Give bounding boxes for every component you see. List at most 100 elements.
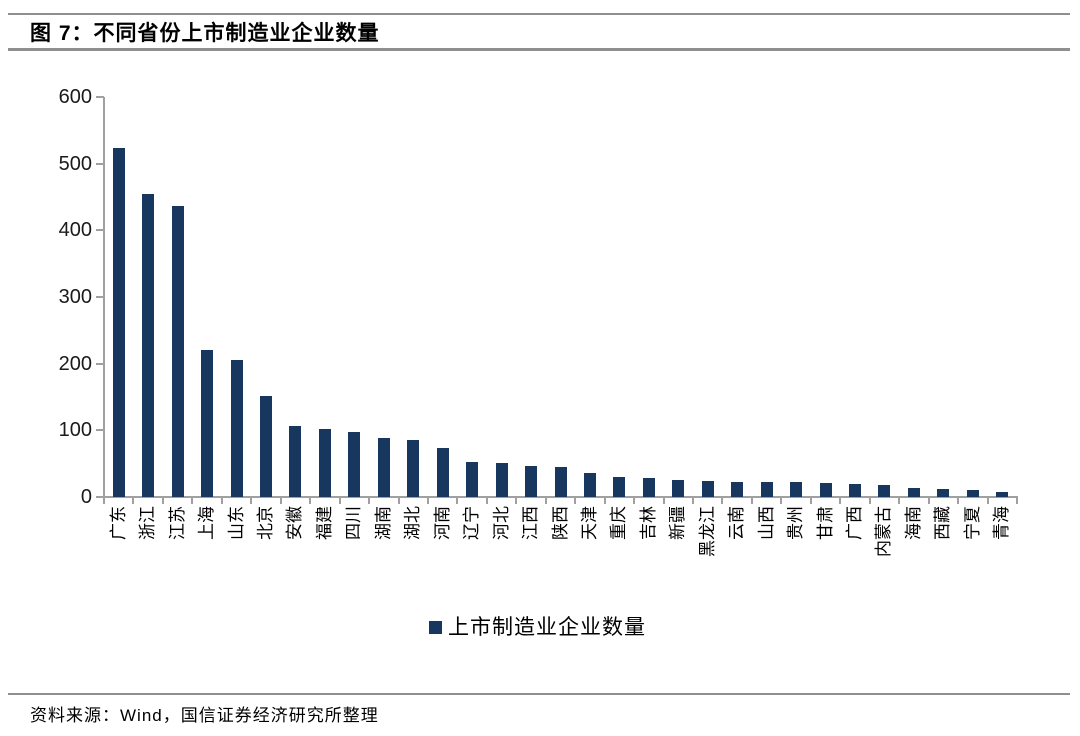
y-tick-label: 100: [58, 419, 92, 442]
x-tick: [132, 498, 135, 504]
category-label: 湖南: [373, 506, 393, 540]
x-tick: [927, 498, 930, 504]
bar: [525, 466, 538, 497]
x-tick: [692, 498, 695, 504]
x-tick: [839, 498, 842, 504]
category-label: 吉林: [638, 506, 658, 540]
y-tick-label: 400: [58, 219, 92, 242]
y-tick-label: 300: [58, 286, 92, 308]
bar: [819, 483, 832, 497]
x-tick: [1016, 498, 1018, 504]
figure-title: 图 7：不同省份上市制造业企业数量: [30, 22, 380, 45]
x-axis-line: [103, 496, 1018, 498]
x-tick: [515, 498, 518, 504]
category-label: 陕西: [550, 506, 570, 540]
bar: [996, 491, 1009, 497]
bar: [613, 477, 626, 497]
bar: [554, 467, 567, 497]
category-label: 贵州: [786, 506, 806, 540]
category-label: 黑龙江: [697, 506, 717, 557]
bar: [701, 481, 714, 497]
category-label: 重庆: [609, 506, 629, 540]
legend-label: 上市制造业企业数量: [448, 616, 646, 639]
category-label: 甘肃: [815, 506, 835, 540]
x-tick: [485, 498, 488, 504]
category-label: 广东: [108, 506, 128, 540]
bar: [289, 426, 302, 497]
category-label: 内蒙古: [874, 506, 894, 557]
x-tick: [309, 498, 312, 504]
x-tick: [250, 498, 253, 504]
y-tick: [96, 496, 104, 498]
category-label: 云南: [727, 506, 747, 540]
bar: [849, 484, 862, 497]
category-label: 天津: [579, 506, 599, 540]
bar: [466, 462, 479, 497]
bar: [230, 360, 243, 497]
category-label: 北京: [255, 506, 275, 540]
category-label: 辽宁: [462, 506, 482, 540]
bar: [171, 205, 184, 497]
bar: [731, 481, 744, 497]
bar: [907, 487, 920, 497]
category-label: 四川: [344, 506, 364, 540]
x-tick: [957, 498, 960, 504]
category-label: 西藏: [933, 506, 953, 540]
y-tick-label: 0: [80, 486, 92, 508]
bar: [436, 448, 449, 497]
x-tick: [426, 498, 429, 504]
x-tick: [662, 498, 665, 504]
x-tick: [868, 498, 871, 504]
bar: [259, 396, 272, 497]
y-tick-label: 500: [58, 152, 92, 175]
bar: [142, 193, 155, 497]
category-label: 宁夏: [962, 506, 982, 540]
x-tick: [633, 498, 636, 504]
x-tick: [397, 498, 400, 504]
bar: [318, 429, 331, 497]
category-label: 江西: [521, 506, 541, 540]
category-label: 上海: [197, 506, 217, 540]
bar: [348, 431, 361, 497]
category-label: 福建: [314, 506, 334, 540]
bar: [642, 477, 655, 497]
y-tick: [96, 362, 104, 365]
title-top-rule: [8, 13, 1070, 15]
bar: [966, 490, 979, 497]
bar: [937, 489, 950, 497]
y-tick: [96, 296, 104, 298]
x-tick: [986, 498, 989, 504]
category-label: 湖北: [403, 506, 423, 540]
legend-swatch-icon: [429, 620, 442, 634]
bar: [583, 473, 596, 497]
category-label: 江苏: [167, 506, 187, 540]
x-tick: [721, 498, 724, 504]
category-label: 新疆: [668, 506, 688, 540]
title-bottom-rule: [8, 48, 1070, 51]
bar: [790, 482, 803, 497]
bar: [201, 350, 214, 497]
bar: [377, 438, 390, 497]
category-label: 山东: [226, 506, 246, 540]
bar: [760, 481, 773, 497]
x-tick: [279, 498, 282, 504]
x-tick: [161, 498, 164, 504]
x-tick: [456, 498, 459, 504]
bar-chart: 0 100 200 300 400 500 600 广东 浙江 江苏 上海 山东 北京 安徽 福建 四川 湖南湖…: [0, 60, 1080, 600]
x-tick: [544, 498, 547, 504]
bar: [495, 463, 508, 497]
x-tick: [103, 498, 105, 504]
x-tick: [220, 498, 223, 504]
y-tick: [96, 429, 104, 432]
x-tick: [368, 498, 371, 504]
category-label: 河南: [432, 506, 452, 540]
bar: [407, 440, 420, 497]
source-top-rule: [8, 693, 1070, 695]
x-tick: [574, 498, 577, 504]
y-tick: [96, 162, 104, 165]
y-tick-label: 200: [58, 352, 92, 375]
x-tick: [780, 498, 783, 504]
y-axis-line: [103, 97, 105, 499]
category-label: 海南: [903, 506, 923, 540]
